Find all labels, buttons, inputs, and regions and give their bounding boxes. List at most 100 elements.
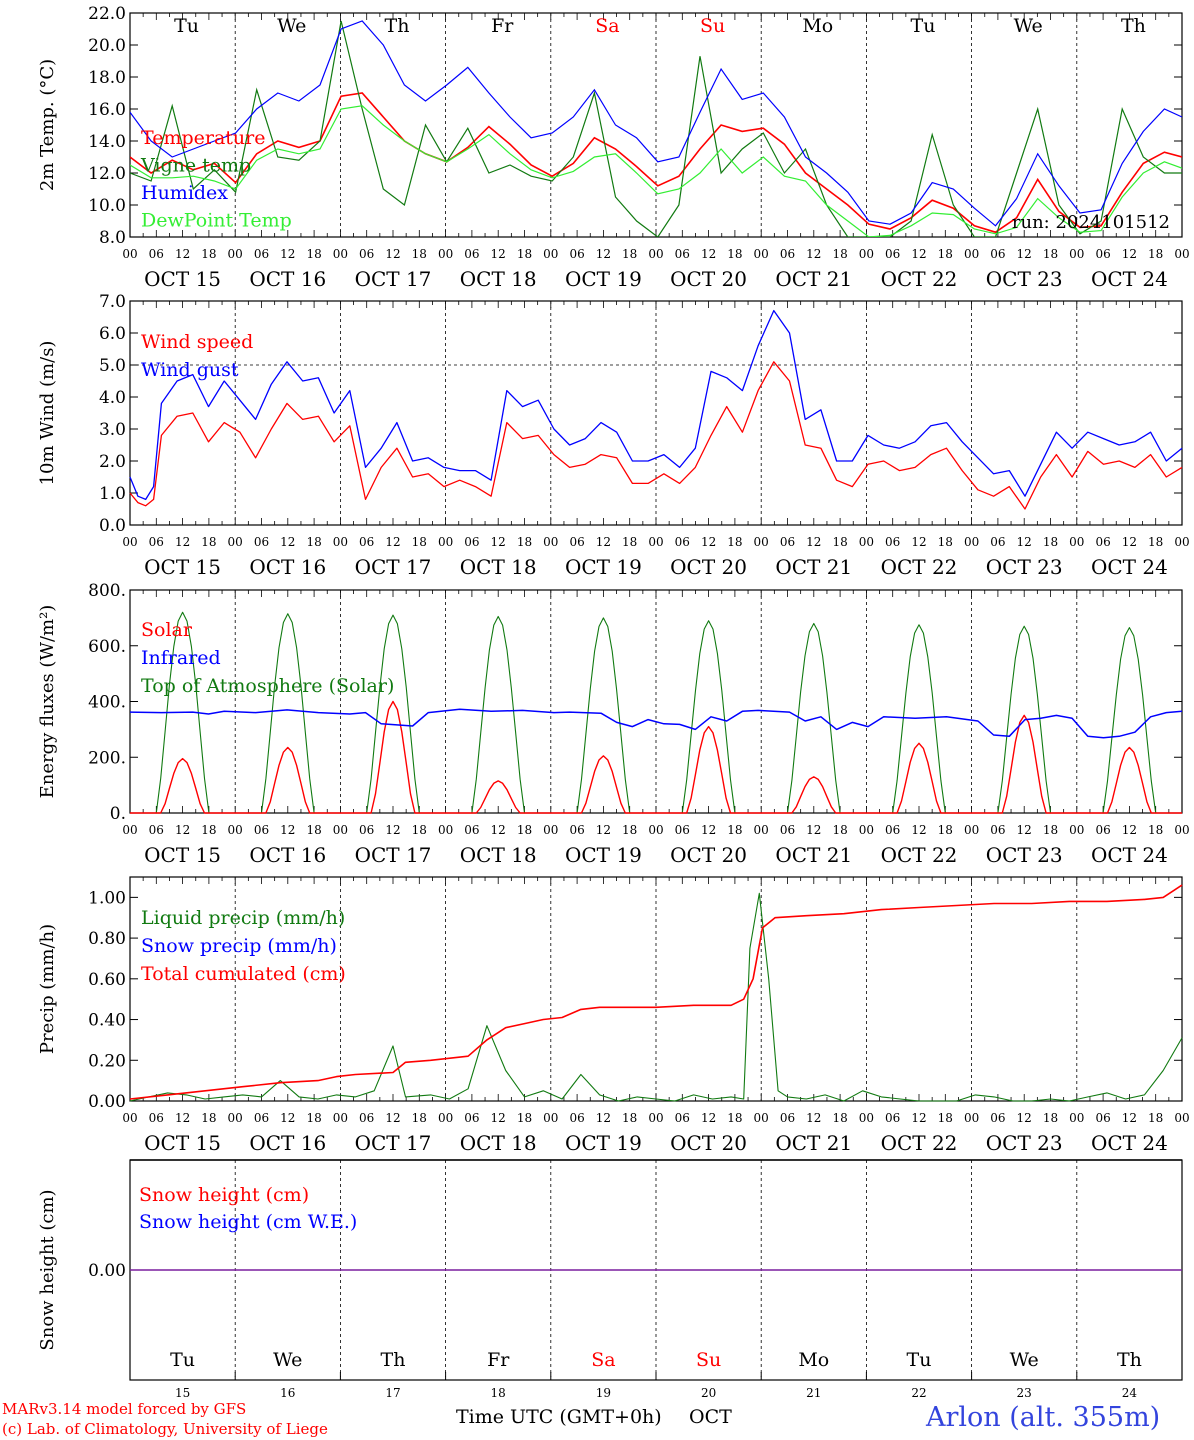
weekday-label: We [1014, 15, 1043, 37]
date-label: OCT 18 [460, 1131, 537, 1155]
hour-tick-label: 00 [964, 823, 979, 837]
hour-tick-label: 12 [280, 823, 295, 837]
hour-tick-label: 18 [938, 823, 953, 837]
hour-tick-label: 06 [675, 535, 690, 549]
panel-frame-3 [129, 589, 1183, 814]
hour-tick-label: 06 [990, 535, 1005, 549]
day-number-label: 15 [175, 1386, 190, 1400]
weekday-label: Th [1121, 15, 1146, 37]
hour-tick-label: 12 [596, 247, 611, 261]
hour-tick-label: 06 [569, 1111, 584, 1125]
hour-tick-label: 00 [1069, 535, 1084, 549]
weekday-label: Sa [591, 1349, 615, 1371]
hour-tick-label: 12 [911, 247, 926, 261]
y-tick-label: 0.80 [88, 929, 126, 949]
date-label: OCT 15 [144, 267, 221, 291]
y-tick-label: 0.00 [88, 1261, 126, 1281]
hour-tick-label: 12 [175, 823, 190, 837]
hour-tick-label: 18 [306, 1111, 321, 1125]
day-number-label: 19 [596, 1386, 611, 1400]
y-tick-label: 0.0 [99, 516, 126, 536]
series-infrared [129, 708, 1183, 739]
y-tick-label: 18.0 [88, 68, 126, 88]
y-tick-label: 14.0 [88, 132, 126, 152]
hour-tick-label: 12 [385, 535, 400, 549]
hour-tick-label: 00 [438, 247, 453, 261]
day-number-label: 18 [491, 1386, 506, 1400]
date-label: OCT 20 [670, 267, 747, 291]
date-label: OCT 22 [881, 1131, 958, 1155]
hour-tick-label: 00 [859, 1111, 874, 1125]
hour-tick-label: 00 [543, 1111, 558, 1125]
date-label: OCT 18 [460, 555, 537, 579]
hour-tick-label: 06 [254, 823, 269, 837]
hour-tick-label: 12 [1017, 823, 1032, 837]
hour-tick-label: 18 [1043, 1111, 1058, 1125]
hour-tick-label: 00 [964, 1111, 979, 1125]
hour-tick-label: 18 [727, 823, 742, 837]
hour-tick-label: 06 [780, 247, 795, 261]
hour-tick-label: 12 [596, 823, 611, 837]
date-label: OCT 23 [986, 843, 1063, 867]
hour-tick-label: 00 [1174, 535, 1189, 549]
date-label: OCT 17 [355, 555, 432, 579]
hour-tick-label: 18 [1148, 535, 1163, 549]
date-label: OCT 18 [460, 843, 537, 867]
date-label: OCT 16 [249, 555, 326, 579]
hour-tick-label: 06 [359, 247, 374, 261]
hour-tick-label: 00 [1174, 1111, 1189, 1125]
y-tick-label: 0.60 [88, 970, 126, 990]
hour-tick-label: 18 [938, 1111, 953, 1125]
hour-tick-label: 00 [859, 823, 874, 837]
legend-vigne-temp: Vigne temp [140, 155, 251, 177]
hour-tick-label: 18 [1043, 247, 1058, 261]
legend-solar: Solar [141, 619, 193, 641]
hour-tick-label: 06 [780, 535, 795, 549]
y-tick-label: 400. [88, 693, 126, 713]
hour-tick-label: 18 [306, 823, 321, 837]
hour-tick-label: 18 [306, 535, 321, 549]
hour-tick-label: 00 [122, 1111, 137, 1125]
hour-tick-label: 12 [911, 535, 926, 549]
hour-tick-label: 12 [911, 1111, 926, 1125]
hour-tick-label: 18 [727, 535, 742, 549]
hour-tick-label: 00 [754, 823, 769, 837]
hour-tick-label: 06 [1095, 247, 1110, 261]
hour-tick-label: 06 [464, 535, 479, 549]
hour-tick-label: 18 [201, 535, 216, 549]
hour-tick-label: 06 [885, 823, 900, 837]
hour-tick-label: 18 [201, 247, 216, 261]
hour-tick-label: 06 [780, 823, 795, 837]
date-label: OCT 17 [355, 1131, 432, 1155]
hour-tick-label: 12 [701, 823, 716, 837]
date-label: OCT 19 [565, 555, 642, 579]
y-axis-label: Snow height (cm) [37, 1189, 58, 1350]
hour-tick-label: 00 [648, 1111, 663, 1125]
y-tick-label: 7.0 [99, 292, 126, 312]
series-solar [130, 700, 1182, 814]
hour-tick-label: 12 [1122, 535, 1137, 549]
y-tick-label: 0.40 [88, 1011, 126, 1031]
hour-tick-label: 06 [675, 823, 690, 837]
weekday-label: We [1010, 1349, 1039, 1371]
y-axis-label: 2m Temp. (°C) [37, 59, 58, 191]
hour-tick-label: 12 [175, 247, 190, 261]
date-label: OCT 24 [1091, 267, 1168, 291]
hour-tick-label: 12 [596, 535, 611, 549]
hour-tick-label: 00 [648, 823, 663, 837]
hour-tick-label: 12 [1122, 247, 1137, 261]
y-tick-label: 3.0 [99, 420, 126, 440]
hour-tick-label: 06 [675, 247, 690, 261]
legend-total-cumulated-cm: Total cumulated (cm) [141, 963, 346, 985]
series-temperature [130, 92, 1182, 234]
hour-tick-label: 18 [1043, 823, 1058, 837]
weekday-label: Th [385, 15, 410, 37]
date-label: OCT 23 [986, 555, 1063, 579]
lab-credit-line: (c) Lab. of Climatology, University of L… [2, 1420, 328, 1438]
hour-tick-label: 12 [806, 823, 821, 837]
hour-tick-label: 12 [280, 247, 295, 261]
hour-tick-label: 06 [149, 535, 164, 549]
y-tick-label: 4.0 [99, 388, 126, 408]
hour-tick-label: 12 [1017, 1111, 1032, 1125]
weekday-label: Mo [798, 1349, 829, 1371]
